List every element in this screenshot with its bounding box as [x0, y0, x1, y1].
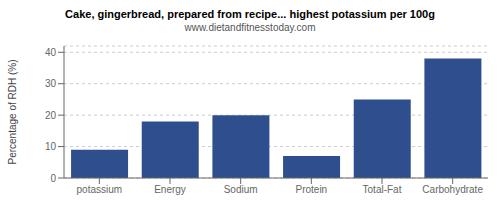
- svg-text:Carbohydrate: Carbohydrate: [422, 184, 483, 195]
- svg-text:Sodium: Sodium: [224, 184, 258, 195]
- svg-text:10: 10: [45, 141, 57, 152]
- svg-text:30: 30: [45, 78, 57, 89]
- svg-text:Total-Fat: Total-Fat: [363, 184, 402, 195]
- svg-text:Energy: Energy: [154, 184, 186, 195]
- svg-text:Protein: Protein: [295, 184, 327, 195]
- svg-text:Percentage of RDH (%): Percentage of RDH (%): [8, 59, 18, 164]
- svg-text:potassium: potassium: [77, 184, 123, 195]
- html-text:Cake, gingerbread, prepared fr: Cake, gingerbread, prepared from recipe.…: [65, 7, 435, 20]
- svg-text:0: 0: [50, 173, 56, 184]
- html-text:www.dietandfitnesstoday.com: www.dietandfitnesstoday.com: [184, 21, 316, 33]
- svg-text:40: 40: [45, 47, 57, 58]
- svg-text:20: 20: [45, 110, 57, 121]
